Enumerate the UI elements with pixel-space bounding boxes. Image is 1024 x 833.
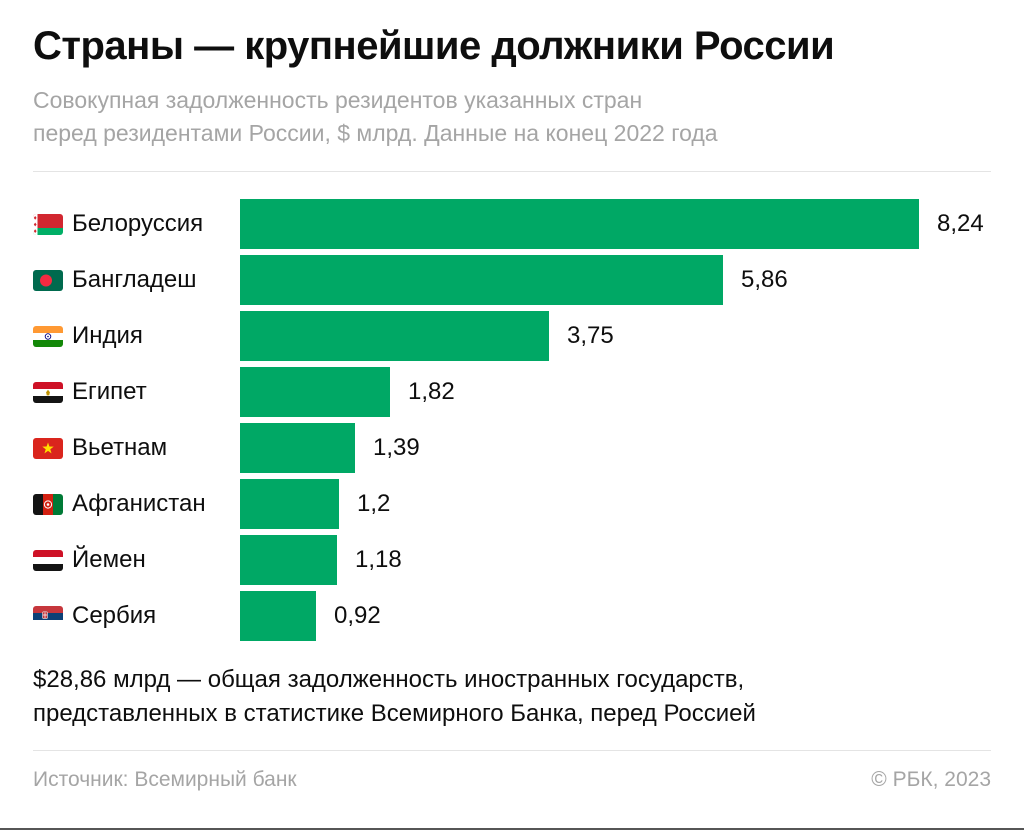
india-flag-icon [33, 325, 63, 347]
bar-segment [240, 367, 390, 417]
value-label: 1,39 [373, 434, 420, 461]
afghanistan-flag-icon [33, 493, 63, 515]
chart-row: Вьетнам 1,39 [33, 423, 991, 473]
country-label-cell: Бангладеш [33, 266, 240, 294]
value-label: 5,86 [741, 266, 788, 293]
egypt-flag-icon [33, 381, 63, 403]
chart-row: Белоруссия 8,24 [33, 199, 991, 249]
chart-row: Египет 1,82 [33, 367, 991, 417]
country-label: Египет [72, 378, 147, 405]
bar-segment [240, 255, 723, 305]
page-title: Страны — крупнейшие должники России [33, 24, 835, 68]
chart-row: Индия 3,75 [33, 311, 991, 361]
bar-segment [240, 591, 316, 641]
serbia-flag-icon [33, 605, 63, 627]
chart-row: Сербия 0,92 [33, 591, 991, 641]
yemen-flag-icon [33, 549, 63, 571]
country-label: Бангладеш [72, 266, 197, 293]
country-label: Белоруссия [72, 210, 204, 237]
total-debt-note: $28,86 млрд — общая задолженность иностр… [33, 663, 991, 731]
bangladesh-flag-icon [33, 269, 63, 291]
bar-segment [240, 311, 549, 361]
value-label: 1,2 [357, 490, 391, 517]
country-label-cell: Индия [33, 322, 240, 350]
vietnam-flag-icon [33, 437, 63, 459]
country-label: Йемен [72, 546, 146, 573]
value-label: 1,18 [355, 546, 402, 573]
bar-segment [240, 479, 339, 529]
country-label: Индия [72, 322, 143, 349]
note-line-2: представленных в статистике Всемирного Б… [33, 700, 756, 727]
chart-row: Йемен 1,18 [33, 535, 991, 585]
subtitle-line-2: перед резидентами России, $ млрд. Данные… [33, 120, 718, 146]
bar-segment [240, 535, 337, 585]
value-label: 0,92 [334, 602, 381, 629]
country-label-cell: Вьетнам [33, 434, 240, 462]
chart-subtitle: Совокупная задолженность резидентов указ… [33, 84, 991, 150]
bar-segment [240, 199, 919, 249]
chart-row: Афганистан 1,2 [33, 479, 991, 529]
top-divider [33, 171, 991, 172]
value-label: 1,82 [408, 378, 455, 405]
copyright-label: © РБК, 2023 [871, 768, 991, 791]
bottom-border-line [0, 828, 1024, 830]
note-line-1: $28,86 млрд — общая задолженность иностр… [33, 666, 745, 693]
country-label: Вьетнам [72, 434, 168, 461]
bar-chart: Белоруссия 8,24 Бангладеш 5,86 Индия 3,75 Егип… [33, 199, 991, 641]
source-row: Источник: Всемирный банк © РБК, 2023 [33, 768, 991, 792]
source-label: Источник: Всемирный банк [33, 768, 297, 791]
country-label-cell: Белоруссия [33, 210, 240, 238]
chart-row: Бангладеш 5,86 [33, 255, 991, 305]
country-label-cell: Йемен [33, 546, 240, 574]
country-label-cell: Сербия [33, 602, 240, 630]
bar-segment [240, 423, 355, 473]
belarus-flag-icon [33, 213, 63, 235]
value-label: 8,24 [937, 210, 984, 237]
country-label: Афганистан [72, 490, 206, 517]
value-label: 3,75 [567, 322, 614, 349]
bottom-divider [33, 750, 991, 751]
country-label: Сербия [72, 602, 157, 629]
subtitle-line-1: Совокупная задолженность резидентов указ… [33, 87, 643, 113]
country-label-cell: Афганистан [33, 490, 240, 518]
country-label-cell: Египет [33, 378, 240, 406]
